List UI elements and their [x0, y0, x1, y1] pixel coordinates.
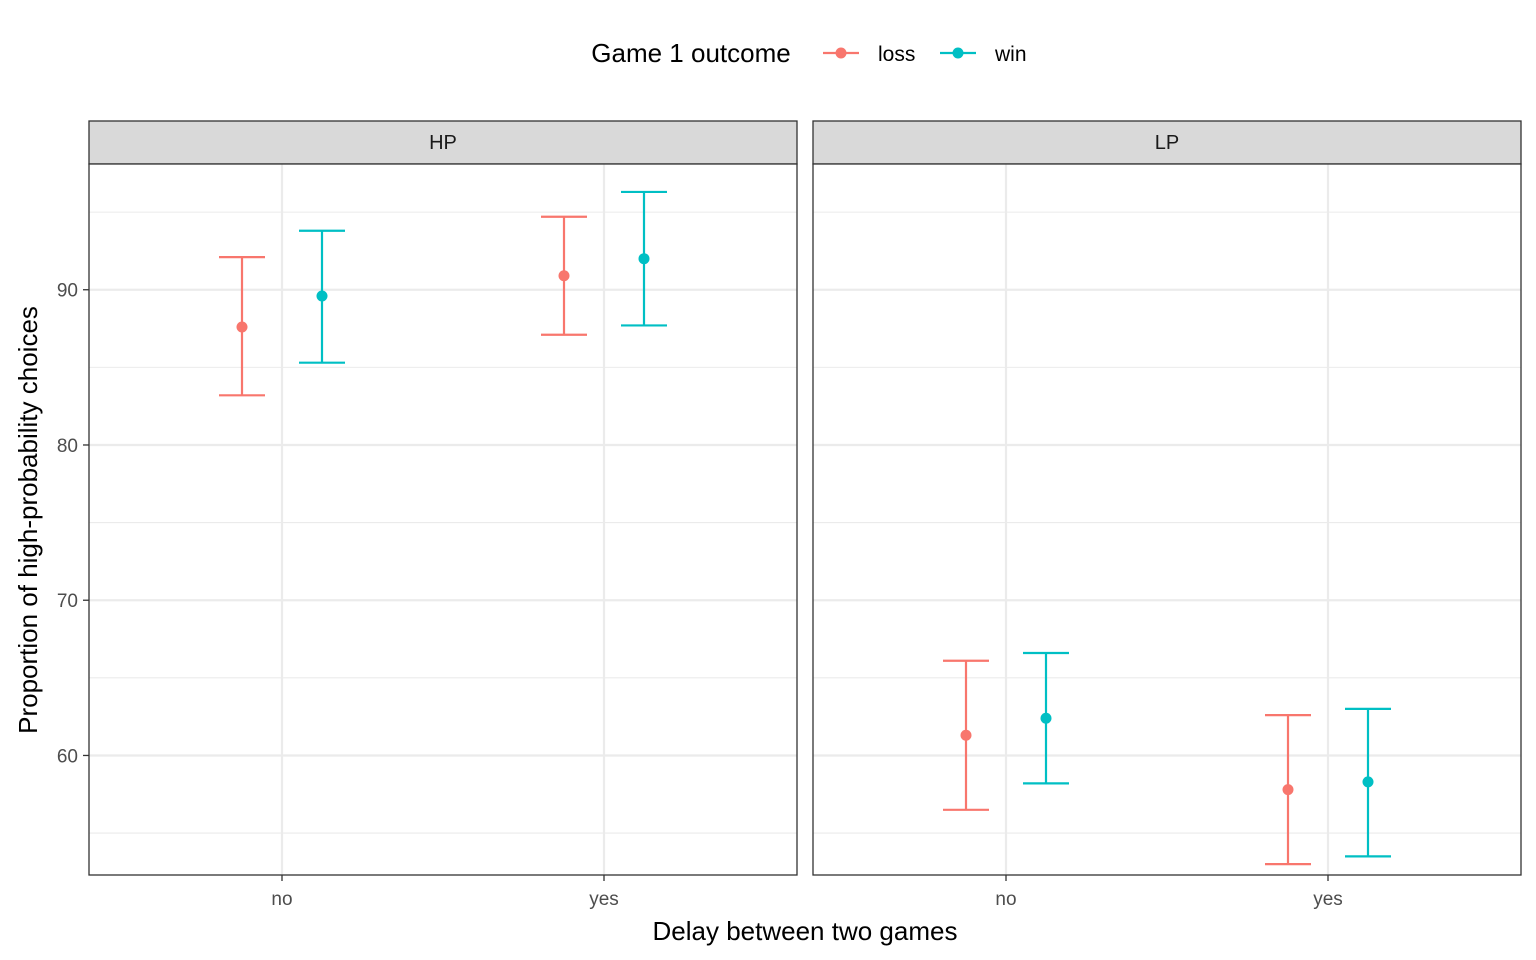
y-tick-label: 60	[57, 746, 78, 767]
y-tick-label: 90	[57, 281, 78, 302]
errorbar-loss	[219, 256, 265, 397]
facet-strip	[812, 120, 1522, 165]
data-point-loss	[558, 270, 570, 282]
facet-strip-label: LP	[1155, 132, 1179, 154]
legend-label: win	[994, 43, 1027, 66]
errorbar-win	[1023, 651, 1069, 785]
legend: Game 1 outcome loss win	[591, 38, 1026, 68]
y-tick-label: 80	[57, 436, 78, 457]
errorbar-loss	[1265, 714, 1311, 866]
x-tick-label: no	[271, 889, 292, 910]
panel-background	[813, 164, 1521, 875]
legend-label: loss	[878, 43, 915, 66]
errorbar-win	[299, 229, 345, 364]
panel-border	[812, 163, 1522, 876]
y-tick-label: 70	[57, 591, 78, 612]
x-tick-label: yes	[589, 889, 619, 910]
panel-background	[89, 164, 797, 875]
legend-key-point	[952, 47, 964, 59]
x-tick-label: yes	[1313, 889, 1343, 910]
data-point-loss	[1282, 784, 1294, 796]
errorbar-loss	[541, 215, 587, 336]
data-point-loss	[236, 321, 248, 333]
data-point-win	[1040, 712, 1052, 724]
errorbar-loss	[943, 659, 989, 811]
facet-panel-hp: HP 60 70 80 90 no yes	[57, 120, 798, 910]
panel-border	[88, 163, 798, 876]
x-axis-title: Delay between two games	[653, 916, 958, 946]
errorbar-win	[621, 190, 667, 327]
legend-title: Game 1 outcome	[591, 38, 790, 68]
legend-key-point	[835, 47, 847, 59]
errorbar-win	[1345, 707, 1391, 858]
facet-panels: HP 60 70 80 90 no yes LP no yes	[57, 120, 1522, 910]
legend-entry-win: win	[940, 43, 1027, 66]
data-point-win	[1362, 776, 1374, 788]
facet-strip	[88, 120, 798, 165]
data-point-win	[638, 253, 650, 265]
facet-panel-lp: LP no yes	[812, 120, 1522, 910]
y-axis-title: Proportion of high-probability choices	[13, 306, 43, 734]
x-tick-label: no	[995, 889, 1016, 910]
data-point-win	[316, 290, 328, 302]
data-point-loss	[960, 729, 972, 741]
facet-strip-label: HP	[429, 132, 457, 154]
legend-entry-loss: loss	[823, 43, 915, 66]
